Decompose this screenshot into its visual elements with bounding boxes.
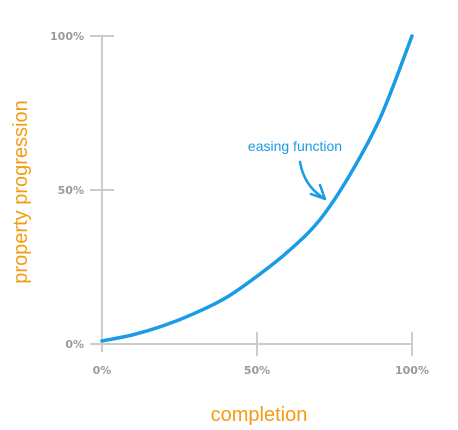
x-tick-label: 0% [93, 364, 112, 377]
y-tick-label: 0% [65, 338, 84, 351]
y-tick-label: 100% [50, 30, 84, 43]
annotation-label: easing function [248, 138, 342, 154]
x-tick-label: 100% [395, 364, 429, 377]
y-axis-title: property progression [10, 100, 32, 283]
x-axis-title: completion [211, 404, 308, 426]
y-tick-label: 50% [58, 184, 84, 197]
easing-curve-line [100, 34, 414, 343]
annotation-arrow [298, 160, 324, 199]
x-tick-label: 50% [244, 364, 270, 377]
annotation-arrowhead [309, 183, 327, 201]
